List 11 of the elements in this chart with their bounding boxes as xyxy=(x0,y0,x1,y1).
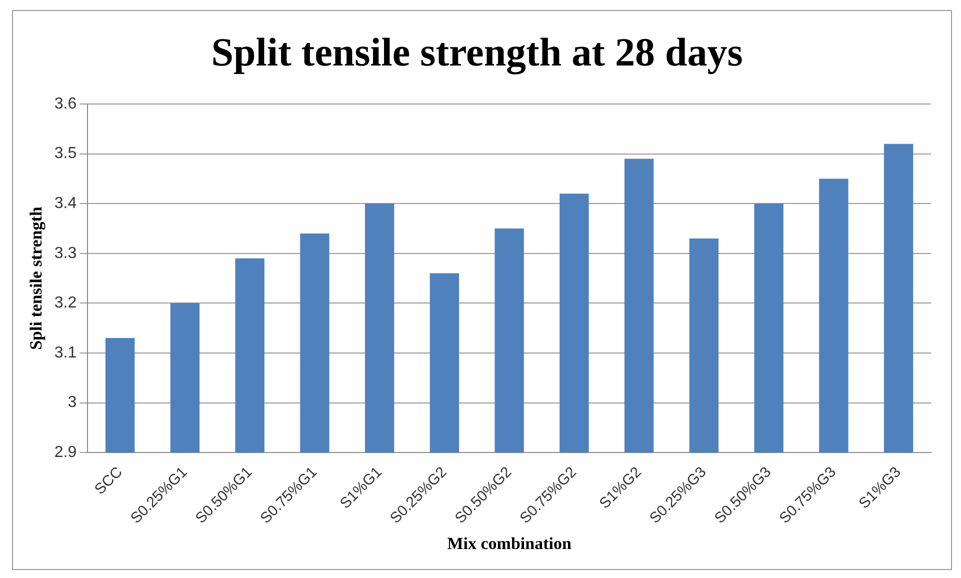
x-axis-title: Mix combination xyxy=(447,534,572,554)
y-tick-label: 3.1 xyxy=(54,344,77,362)
y-tick-label: 3.3 xyxy=(54,244,77,262)
y-tick-label: 3.4 xyxy=(54,195,77,212)
chart-title: Split tensile strength at 28 days xyxy=(211,29,743,74)
y-axis-title: Spli tensile strength xyxy=(26,206,46,350)
y-tick-label: 3.5 xyxy=(54,145,77,162)
y-tick-label: 3.6 xyxy=(54,95,77,112)
y-tick-label: 2.9 xyxy=(54,444,77,461)
y-tick-label: 3.2 xyxy=(54,294,77,312)
y-tick-label: 3 xyxy=(68,394,77,412)
